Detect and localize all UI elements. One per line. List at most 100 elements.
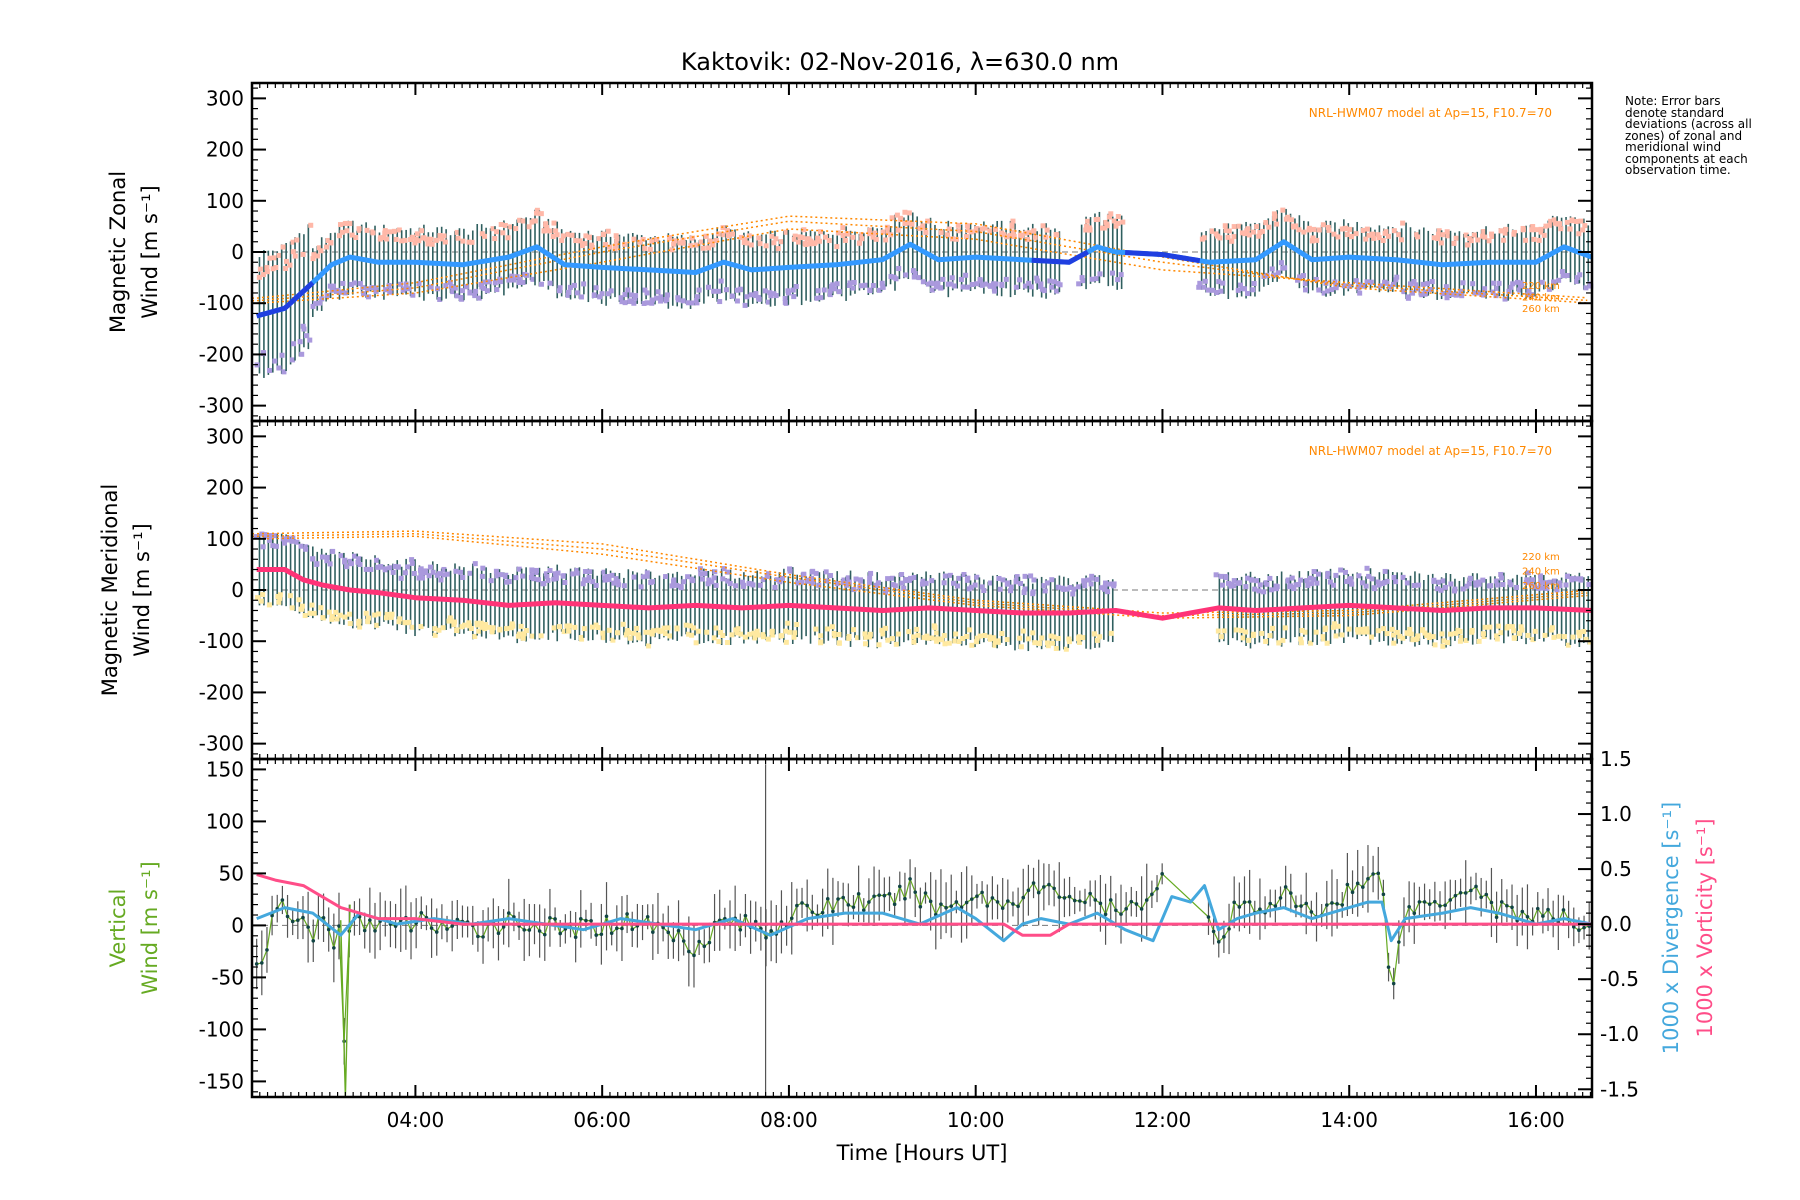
wind-sample-point	[447, 615, 453, 621]
wind-sample-point	[601, 569, 607, 575]
wind-sample-point	[744, 294, 750, 300]
wind-sample-point	[533, 567, 539, 573]
wind-sample-point	[383, 615, 389, 621]
wind-sample-point	[401, 286, 407, 292]
wind-sample-point	[502, 222, 508, 228]
wind-sample-point	[912, 271, 918, 277]
wind-sample-point	[885, 637, 891, 643]
wind-sample-point	[791, 634, 797, 640]
wind-sample-point	[1565, 642, 1571, 648]
wind-sample-point	[1267, 575, 1273, 581]
wind-sample-point	[974, 635, 980, 641]
wind-sample-point	[1282, 625, 1288, 631]
wind-sample-point	[342, 614, 348, 620]
wind-sample-point	[1558, 226, 1564, 232]
wind-sample-point	[1066, 639, 1072, 645]
wind-sample-point	[715, 231, 721, 237]
vertical-wind-point	[939, 902, 943, 906]
wind-sample-point	[451, 622, 457, 628]
wind-sample-point	[1364, 565, 1370, 571]
wind-sample-point	[319, 554, 325, 560]
wind-sample-point	[1560, 273, 1566, 279]
vertical-wind-point	[594, 933, 599, 937]
wind-sample-point	[792, 630, 798, 636]
wind-sample-point	[987, 283, 993, 289]
vertical-wind-point	[542, 932, 547, 937]
wind-sample-point	[1557, 221, 1563, 227]
wind-sample-point	[1415, 582, 1421, 588]
vertical-wind-point	[1222, 935, 1226, 939]
vertical-wind-point	[1124, 907, 1128, 911]
vertical-wind-point	[1535, 906, 1540, 911]
wind-sample-point	[1215, 628, 1221, 634]
wind-sample-point	[747, 631, 753, 637]
vertical-wind-point	[1134, 902, 1139, 906]
wind-sample-point	[530, 633, 536, 639]
wind-sample-point	[368, 566, 374, 572]
wind-sample-point	[1348, 579, 1354, 585]
wind-sample-point	[1570, 634, 1576, 640]
wind-sample-point	[608, 288, 614, 294]
vertical-wind-point	[558, 931, 563, 936]
wind-sample-point	[490, 625, 496, 631]
wind-sample-point	[1349, 233, 1355, 239]
wind-sample-point	[508, 625, 514, 631]
wind-sample-point	[1400, 220, 1406, 226]
wind-sample-point	[828, 573, 834, 579]
y-tick-label: -100	[199, 291, 244, 315]
wind-sample-point	[413, 236, 419, 242]
wind-sample-point	[310, 556, 316, 562]
wind-sample-point	[406, 286, 412, 292]
wind-sample-point	[947, 572, 953, 578]
wind-sample-point	[1094, 637, 1100, 643]
wind-sample-point	[1347, 283, 1353, 289]
wind-sample-point	[1533, 227, 1539, 233]
wind-sample-point	[1105, 589, 1111, 595]
wind-sample-point	[1218, 288, 1224, 294]
wind-sample-point	[562, 580, 568, 586]
wind-sample-point	[583, 233, 589, 239]
wind-sample-point	[476, 628, 482, 634]
wind-sample-point	[1214, 233, 1220, 239]
hwm07-model-curve	[252, 532, 1588, 617]
wind-sample-point	[1049, 640, 1055, 646]
wind-sample-point	[262, 533, 268, 539]
wind-sample-point	[277, 592, 283, 598]
wind-sample-point	[338, 289, 344, 295]
wind-sample-point	[1538, 576, 1544, 582]
wind-sample-point	[1400, 574, 1406, 580]
wind-sample-point	[823, 234, 829, 240]
wind-sample-point	[1530, 577, 1536, 583]
wind-sample-point	[694, 300, 700, 306]
wind-sample-point	[772, 584, 778, 590]
wind-sample-point	[1297, 274, 1303, 280]
wind-sample-point	[258, 598, 264, 604]
wind-sample-point	[619, 299, 625, 305]
wind-sample-point	[1344, 232, 1350, 238]
vertical-wind-point	[434, 930, 439, 934]
wind-sample-point	[529, 572, 535, 578]
wind-sample-point	[1007, 233, 1013, 239]
vertical-wind-point	[687, 949, 691, 954]
wind-sample-point	[1043, 234, 1049, 240]
wind-sample-point	[450, 289, 456, 295]
vertical-wind-point	[841, 895, 845, 900]
wind-sample-point	[1482, 286, 1488, 292]
wind-sample-point	[1089, 573, 1095, 579]
wind-sample-point	[1031, 228, 1037, 234]
wind-sample-point	[965, 228, 971, 234]
wind-sample-point	[347, 621, 353, 627]
wind-sample-point	[290, 357, 296, 363]
wind-sample-point	[618, 295, 624, 301]
wind-sample-point	[893, 276, 899, 282]
divergence-line	[256, 884, 1593, 943]
wind-sample-point	[1094, 216, 1100, 222]
wind-sample-point	[1252, 586, 1258, 592]
wind-sample-point	[1228, 583, 1234, 589]
wind-sample-point	[997, 586, 1003, 592]
wind-sample-point	[526, 224, 532, 230]
wind-sample-point	[550, 234, 556, 240]
wind-sample-point	[517, 631, 523, 637]
wind-sample-point	[857, 577, 863, 583]
wind-sample-point	[1538, 226, 1544, 232]
